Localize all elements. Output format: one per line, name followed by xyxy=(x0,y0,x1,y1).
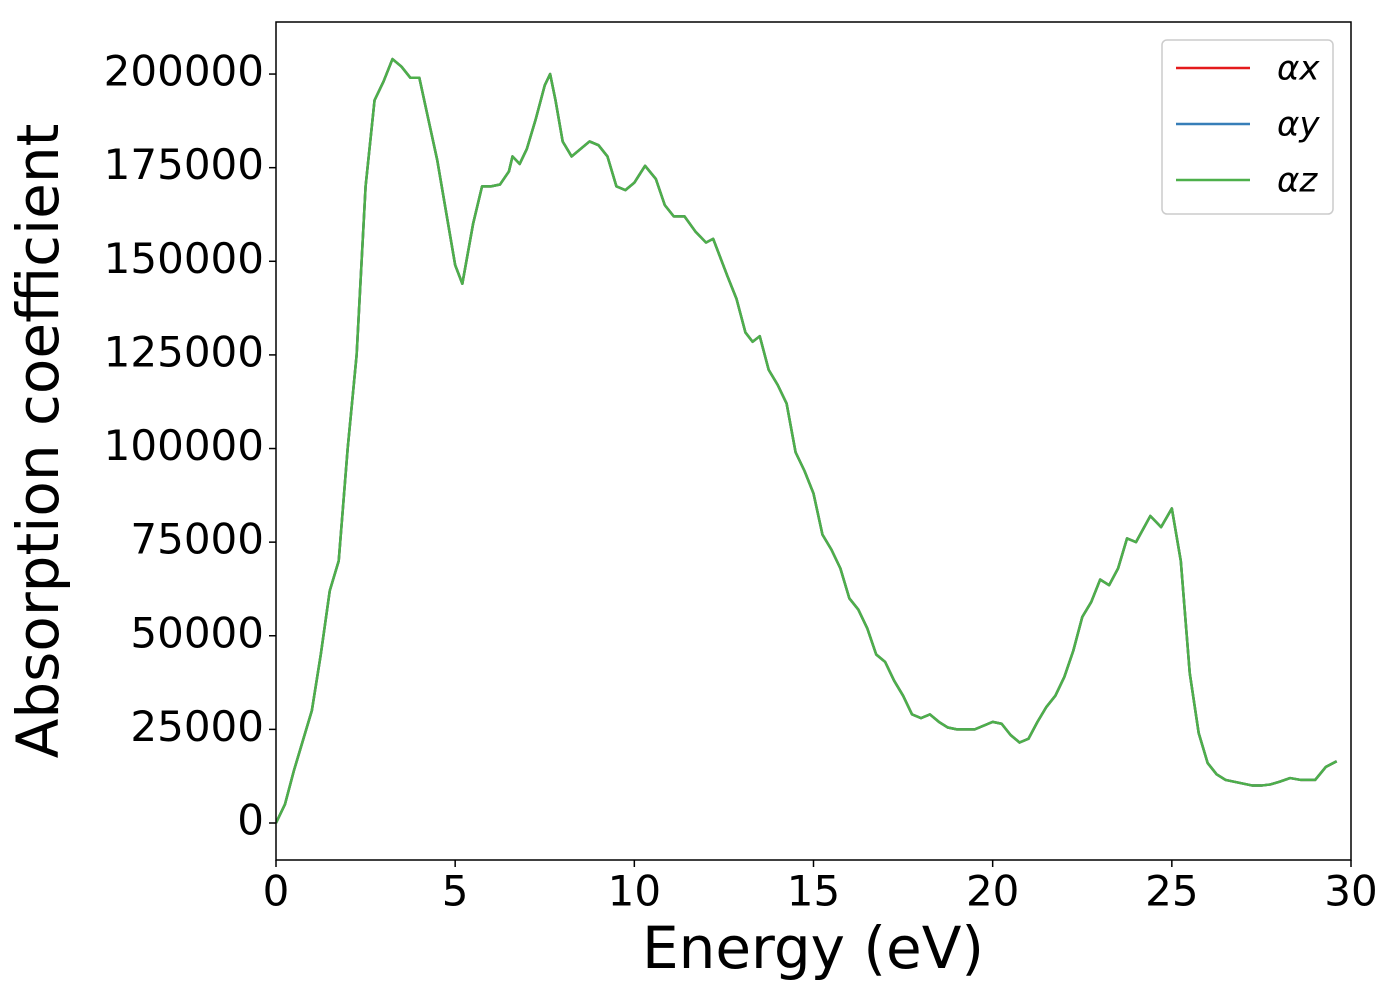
x-tick-label: 5 xyxy=(442,867,469,916)
x-tick-label: 25 xyxy=(1145,867,1198,916)
x-axis-label: Energy (eV) xyxy=(642,914,984,982)
legend-label: αx xyxy=(1277,49,1320,89)
y-tick-label: 25000 xyxy=(130,702,264,751)
plot-frame xyxy=(275,21,1352,861)
legend-box xyxy=(1161,39,1334,215)
x-tick-label: 20 xyxy=(966,867,1019,916)
y-tick-label: 125000 xyxy=(104,327,264,376)
y-tick-label: 50000 xyxy=(130,608,264,657)
y-tick-label: 100000 xyxy=(104,421,264,470)
y-tick-label: 75000 xyxy=(130,515,264,564)
legend-label: αz xyxy=(1277,161,1318,201)
y-tick-label: 200000 xyxy=(104,47,264,96)
y-tick-label: 150000 xyxy=(104,234,264,283)
data-line xyxy=(276,57,1338,824)
y-axis-label: Absorption coefficient xyxy=(4,124,72,759)
legend-label: αy xyxy=(1277,105,1320,145)
x-tick-label: 15 xyxy=(787,867,840,916)
x-tick-label: 30 xyxy=(1324,867,1377,916)
y-tick-label: 175000 xyxy=(104,140,264,189)
y-tick-label: 0 xyxy=(237,796,264,845)
x-tick-label: 0 xyxy=(263,867,290,916)
x-tick-label: 10 xyxy=(608,867,661,916)
